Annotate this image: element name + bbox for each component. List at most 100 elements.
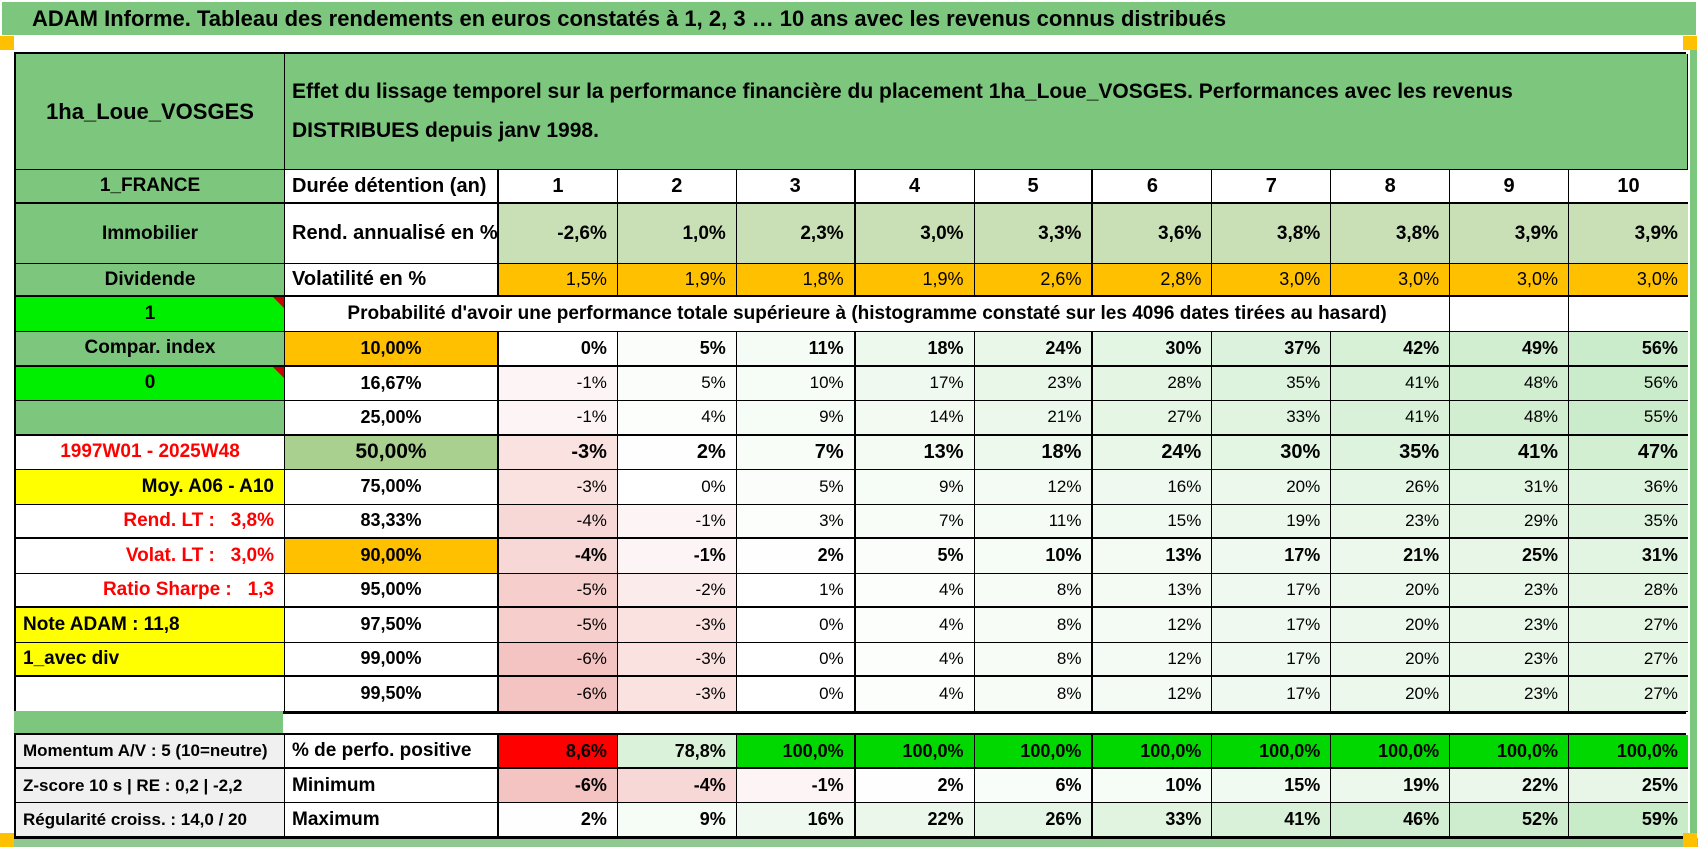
- row-label-cell[interactable]: Ratio Sharpe : 1,3: [16, 573, 285, 608]
- metric-value-cell[interactable]: 1,0%: [617, 204, 737, 264]
- percentile-cell[interactable]: 16,67%: [285, 366, 499, 401]
- probability-value-cell[interactable]: 23%: [1450, 608, 1570, 643]
- probability-value-cell[interactable]: 23%: [1450, 573, 1570, 608]
- probability-value-cell[interactable]: 17%: [1212, 608, 1332, 643]
- probability-value-cell[interactable]: 14%: [855, 401, 975, 436]
- empty-cell[interactable]: [1569, 297, 1688, 332]
- probability-value-cell[interactable]: 20%: [1212, 470, 1332, 505]
- stat-value-cell[interactable]: 59%: [1569, 803, 1688, 837]
- probability-value-cell[interactable]: 0%: [617, 470, 737, 505]
- region-cell[interactable]: 1_FRANCE: [16, 170, 285, 204]
- probability-value-cell[interactable]: 23%: [1450, 642, 1570, 677]
- probability-value-cell[interactable]: 30%: [1093, 332, 1213, 367]
- probability-value-cell[interactable]: 7%: [736, 435, 856, 470]
- probability-value-cell[interactable]: 23%: [1331, 504, 1451, 539]
- stat-value-cell[interactable]: 52%: [1450, 803, 1570, 837]
- probability-value-cell[interactable]: -2%: [617, 573, 737, 608]
- stat-label-cell[interactable]: Momentum A/V : 5 (10=neutre): [16, 735, 285, 769]
- metric-label-cell[interactable]: Volatilité en %: [285, 264, 499, 297]
- stat-value-cell[interactable]: 9%: [617, 803, 737, 837]
- probability-value-cell[interactable]: 17%: [1212, 573, 1332, 608]
- metric-value-cell[interactable]: 1,9%: [855, 264, 975, 297]
- probability-value-cell[interactable]: 0%: [736, 608, 856, 643]
- probability-value-cell[interactable]: 4%: [855, 573, 975, 608]
- probability-value-cell[interactable]: 20%: [1331, 608, 1451, 643]
- probability-value-cell[interactable]: -4%: [499, 539, 618, 574]
- row-label-cell[interactable]: 1997W01 - 2025W48: [16, 435, 285, 470]
- stat-label-cell[interactable]: Z-score 10 s | RE : 0,2 | -2,2: [16, 769, 285, 803]
- metric-label-cell[interactable]: Rend. annualisé en %: [285, 204, 499, 264]
- percentile-cell[interactable]: 99,00%: [285, 642, 499, 677]
- probability-value-cell[interactable]: 23%: [1450, 677, 1570, 712]
- percentile-cell[interactable]: 25,00%: [285, 401, 499, 436]
- description-cell[interactable]: Effet du lissage temporel sur la perform…: [285, 54, 1688, 170]
- probability-value-cell[interactable]: 5%: [855, 539, 975, 574]
- row-label-cell[interactable]: Note ADAM : 11,8: [16, 608, 285, 643]
- probability-value-cell[interactable]: 41%: [1450, 435, 1570, 470]
- probability-value-cell[interactable]: 10%: [974, 539, 1094, 574]
- probability-value-cell[interactable]: 8%: [974, 608, 1094, 643]
- probability-value-cell[interactable]: 48%: [1450, 366, 1570, 401]
- duration-year-cell[interactable]: 6: [1093, 170, 1213, 204]
- duration-year-cell[interactable]: 7: [1212, 170, 1332, 204]
- probability-value-cell[interactable]: -3%: [499, 435, 618, 470]
- probability-value-cell[interactable]: 33%: [1212, 401, 1332, 436]
- probability-value-cell[interactable]: 1%: [736, 573, 856, 608]
- probability-value-cell[interactable]: 41%: [1331, 401, 1451, 436]
- metric-value-cell[interactable]: 3,6%: [1093, 204, 1213, 264]
- stat-value-cell[interactable]: 6%: [974, 769, 1094, 803]
- stat-value-cell[interactable]: -6%: [499, 769, 618, 803]
- probability-value-cell[interactable]: 10%: [736, 366, 856, 401]
- duration-year-cell[interactable]: 4: [855, 170, 975, 204]
- row-label-cell[interactable]: 1_avec div: [16, 642, 285, 677]
- probability-value-cell[interactable]: 9%: [736, 401, 856, 436]
- stat-value-cell[interactable]: 19%: [1331, 769, 1451, 803]
- row-label-cell[interactable]: Immobilier: [16, 204, 285, 264]
- probability-value-cell[interactable]: 31%: [1450, 470, 1570, 505]
- stat-name-cell[interactable]: % de perfo. positive: [285, 735, 499, 769]
- probability-value-cell[interactable]: 9%: [855, 470, 975, 505]
- probability-value-cell[interactable]: 18%: [974, 435, 1094, 470]
- probability-value-cell[interactable]: -1%: [617, 504, 737, 539]
- stat-value-cell[interactable]: 100,0%: [1569, 735, 1688, 769]
- metric-value-cell[interactable]: 1,9%: [617, 264, 737, 297]
- probability-value-cell[interactable]: 16%: [1093, 470, 1213, 505]
- probability-value-cell[interactable]: 8%: [974, 642, 1094, 677]
- probability-value-cell[interactable]: 23%: [974, 366, 1094, 401]
- probability-value-cell[interactable]: -3%: [617, 642, 737, 677]
- probability-value-cell[interactable]: 17%: [1212, 539, 1332, 574]
- metric-value-cell[interactable]: 1,5%: [499, 264, 618, 297]
- metric-value-cell[interactable]: 3,0%: [1212, 264, 1332, 297]
- probability-value-cell[interactable]: 30%: [1212, 435, 1332, 470]
- row-label-cell[interactable]: Volat. LT : 3,0%: [16, 539, 285, 574]
- percentile-cell[interactable]: 83,33%: [285, 504, 499, 539]
- probability-value-cell[interactable]: 0%: [499, 332, 618, 367]
- probability-value-cell[interactable]: 8%: [974, 573, 1094, 608]
- probability-value-cell[interactable]: 0%: [736, 677, 856, 712]
- stat-value-cell[interactable]: 100,0%: [1331, 735, 1451, 769]
- percentile-cell[interactable]: 10,00%: [285, 332, 499, 367]
- duration-year-cell[interactable]: 10: [1569, 170, 1688, 204]
- probability-value-cell[interactable]: 12%: [1093, 642, 1213, 677]
- metric-value-cell[interactable]: 3,0%: [1569, 264, 1688, 297]
- probability-value-cell[interactable]: 55%: [1569, 401, 1688, 436]
- metric-value-cell[interactable]: 3,8%: [1331, 204, 1451, 264]
- probability-value-cell[interactable]: 3%: [736, 504, 856, 539]
- probability-value-cell[interactable]: 42%: [1331, 332, 1451, 367]
- probability-value-cell[interactable]: 47%: [1569, 435, 1688, 470]
- probability-value-cell[interactable]: 41%: [1331, 366, 1451, 401]
- probability-value-cell[interactable]: 20%: [1331, 573, 1451, 608]
- stat-value-cell[interactable]: 41%: [1212, 803, 1332, 837]
- probability-value-cell[interactable]: 25%: [1450, 539, 1570, 574]
- probability-value-cell[interactable]: 4%: [855, 608, 975, 643]
- probability-value-cell[interactable]: 2%: [617, 435, 737, 470]
- probability-value-cell[interactable]: 7%: [855, 504, 975, 539]
- stat-value-cell[interactable]: 100,0%: [1212, 735, 1332, 769]
- probability-value-cell[interactable]: -1%: [499, 401, 618, 436]
- stat-label-cell[interactable]: Régularité croiss. : 14,0 / 20: [16, 803, 285, 837]
- probability-marker-cell[interactable]: 1: [16, 297, 285, 332]
- stat-value-cell[interactable]: -4%: [617, 769, 737, 803]
- probability-value-cell[interactable]: -3%: [499, 470, 618, 505]
- probability-value-cell[interactable]: 17%: [855, 366, 975, 401]
- probability-value-cell[interactable]: 21%: [1331, 539, 1451, 574]
